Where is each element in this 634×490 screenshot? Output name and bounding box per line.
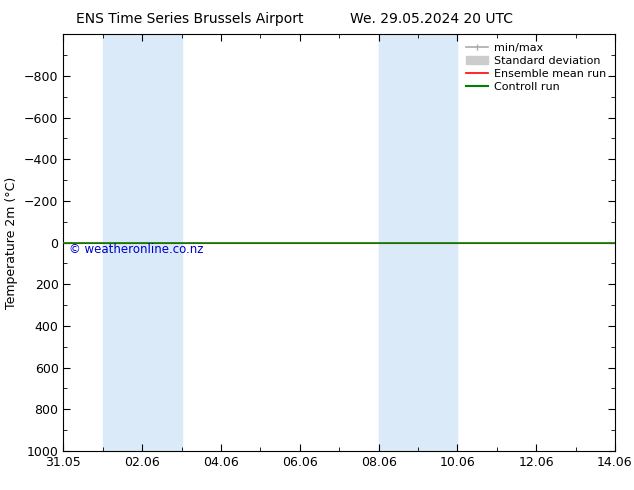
- Bar: [378, 34, 457, 451]
- Bar: [103, 34, 181, 451]
- Text: © weatheronline.co.nz: © weatheronline.co.nz: [69, 243, 204, 256]
- Text: ENS Time Series Brussels Airport: ENS Time Series Brussels Airport: [77, 12, 304, 26]
- Text: We. 29.05.2024 20 UTC: We. 29.05.2024 20 UTC: [349, 12, 513, 26]
- Legend: min/max, Standard deviation, Ensemble mean run, Controll run: min/max, Standard deviation, Ensemble me…: [463, 40, 609, 95]
- Y-axis label: Temperature 2m (°C): Temperature 2m (°C): [6, 176, 18, 309]
